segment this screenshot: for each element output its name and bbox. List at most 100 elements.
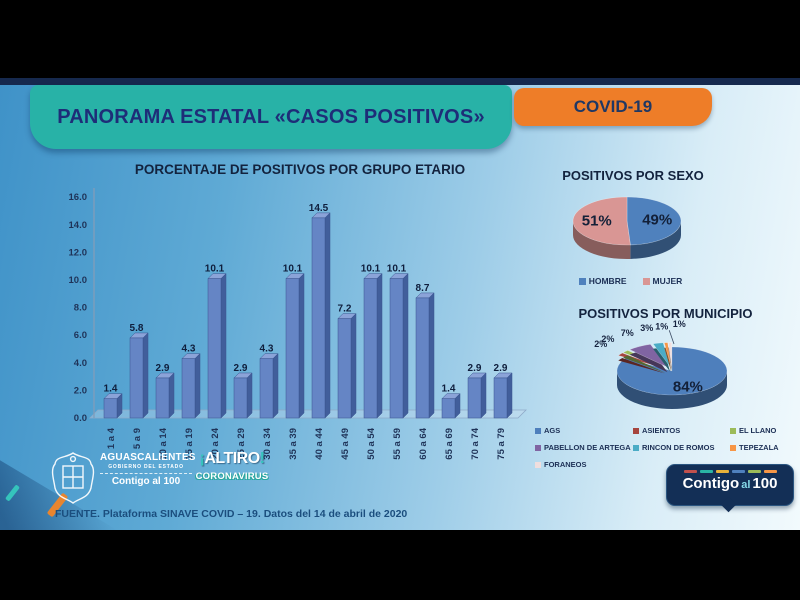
bar-front-face <box>103 398 118 419</box>
bar-front-face <box>285 278 300 419</box>
y-tick-label: 12.0 <box>69 247 88 258</box>
bar-category-label: 60 a 64 <box>418 427 429 459</box>
bar-category-label: 40 a 44 <box>314 427 325 459</box>
sex-chart-title: POSITIVOS POR SEXO <box>562 168 704 183</box>
legend-item: EL LLANO <box>730 426 793 435</box>
legend-swatch <box>535 461 541 468</box>
altiro-close-exclamation: ! <box>259 450 265 467</box>
legend-label: FORANEOS <box>544 460 587 469</box>
legend-label: PABELLON DE ARTEGA <box>544 443 631 452</box>
pie-rim <box>573 221 631 259</box>
legend-label: EL LLANO <box>739 426 777 435</box>
logo-dash <box>715 470 729 473</box>
bar-top-face <box>493 372 513 379</box>
legend-label: MUJER <box>652 276 683 286</box>
bar-side-face <box>298 273 305 419</box>
bar-value-label: 1.4 <box>104 384 118 395</box>
municipality-legend: AGS ASIENTOS EL LLANO PABELLON DE ARTEGA RIN… <box>535 426 793 469</box>
hundred-word: 100 <box>752 475 778 492</box>
legend-label: AGS <box>544 426 561 435</box>
altiro-logo-subtitle: CORONAVIRUS <box>195 471 269 482</box>
bar-front-face <box>129 337 144 419</box>
dashboard-background: PANORAMA ESTATAL «CASOS POSITIVOS» COVID… <box>0 78 800 530</box>
bar-top-face <box>233 372 253 379</box>
pie-slice-depth <box>629 349 668 373</box>
bar-front-face <box>415 297 430 419</box>
y-tick-label: 6.0 <box>74 330 87 341</box>
bar-value-label: 2.9 <box>156 363 170 374</box>
bar-side-face <box>402 273 409 419</box>
bar-side-face <box>194 353 201 419</box>
legend-label: RINCON DE ROMOS <box>642 443 715 452</box>
government-logo: AGUASCALIENTES GOBIERNO DEL ESTADO Conti… <box>100 452 195 487</box>
legend-swatch <box>633 444 639 451</box>
legend-swatch <box>578 277 586 285</box>
bar-value-label: 10.1 <box>361 264 381 275</box>
bar-top-face <box>155 372 175 379</box>
pie-slice <box>626 196 682 246</box>
bar-side-face <box>142 332 149 419</box>
bar-side-face <box>116 393 123 419</box>
bar-top-face <box>363 273 383 279</box>
gov-logo-slogan: Contigo al 100 <box>100 473 192 487</box>
pie-slice <box>663 342 672 367</box>
pie-slice-depth <box>668 347 672 372</box>
bar-chart-title: PORCENTAJE DE POSITIVOS POR GRUPO ETARIO <box>134 162 466 177</box>
bar-value-label: 5.8 <box>130 323 144 334</box>
y-tick-label: 8.0 <box>74 303 87 314</box>
legend-swatch <box>535 444 541 451</box>
aguascalientes-coat-of-arms-icon <box>51 452 95 504</box>
y-tick-label: 10.0 <box>69 275 88 286</box>
al-word: al <box>741 479 751 491</box>
logo-dash <box>763 470 777 473</box>
bar-side-face <box>428 292 435 419</box>
bar-front-face <box>181 358 196 419</box>
pie-slice-depth <box>653 347 671 372</box>
bar-front-face <box>389 278 404 419</box>
legend-item: AGS <box>535 426 633 435</box>
pie-leader-line <box>668 330 675 345</box>
altiro-coronavirus-logo: ¡ALTIRO! CORONAVIRUS <box>192 450 272 482</box>
pie-label: 7% <box>621 328 634 338</box>
y-tick-label: 16.0 <box>69 192 88 203</box>
legend-swatch <box>633 427 639 434</box>
contigo-al-100-logo: Contigo al 100 <box>666 464 794 513</box>
gov-logo-subtitle: GOBIERNO DEL ESTADO <box>108 464 184 470</box>
y-tick-label: 14.0 <box>69 220 88 231</box>
bar-value-label: 4.3 <box>260 344 274 355</box>
pie-slice <box>622 350 666 369</box>
bar-side-face <box>220 273 227 419</box>
bar-top-face <box>415 292 435 299</box>
altiro-logo-title: ¡ALTIRO! <box>192 450 272 468</box>
bar-side-face <box>454 393 461 419</box>
contigo-word: Contigo <box>682 475 740 492</box>
legend-item: TEPEZALA <box>730 443 793 452</box>
bar-value-label: 1.4 <box>442 384 456 395</box>
bar-top-face <box>389 273 409 279</box>
legend-label: HOMBRE <box>588 276 627 286</box>
legend-swatch <box>730 444 736 451</box>
legend-item: HOMBRE <box>578 276 627 286</box>
pie-slice <box>629 344 668 368</box>
bar-top-face <box>259 353 279 359</box>
bar-side-face <box>480 372 487 419</box>
bar-value-label: 2.9 <box>234 363 248 374</box>
legend-item: FORANEOS <box>535 460 633 469</box>
bar-front-face <box>155 377 170 419</box>
bar-top-face <box>103 393 123 399</box>
legend-item: PABELLON DE ARTEGA <box>535 443 633 452</box>
pie-label: 84% <box>673 379 703 396</box>
pie-label: 49% <box>642 212 672 229</box>
bar-category-label: 5 a 9 <box>132 428 143 449</box>
covid-badge-text: COVID-19 <box>573 97 653 116</box>
bar-category-label: 45 a 49 <box>340 428 351 460</box>
pie-label: 1% <box>655 321 668 331</box>
bar-side-face <box>350 313 357 419</box>
bar-top-face <box>467 372 487 379</box>
bar-top-face <box>285 273 305 279</box>
bar-top-face <box>311 212 331 219</box>
logo-dash <box>699 470 713 473</box>
municipality-chart-title: POSITIVOS POR MUNICIPIO <box>578 306 753 321</box>
legend-item: ASIENTOS <box>633 426 730 435</box>
bar-top-face <box>181 353 201 359</box>
